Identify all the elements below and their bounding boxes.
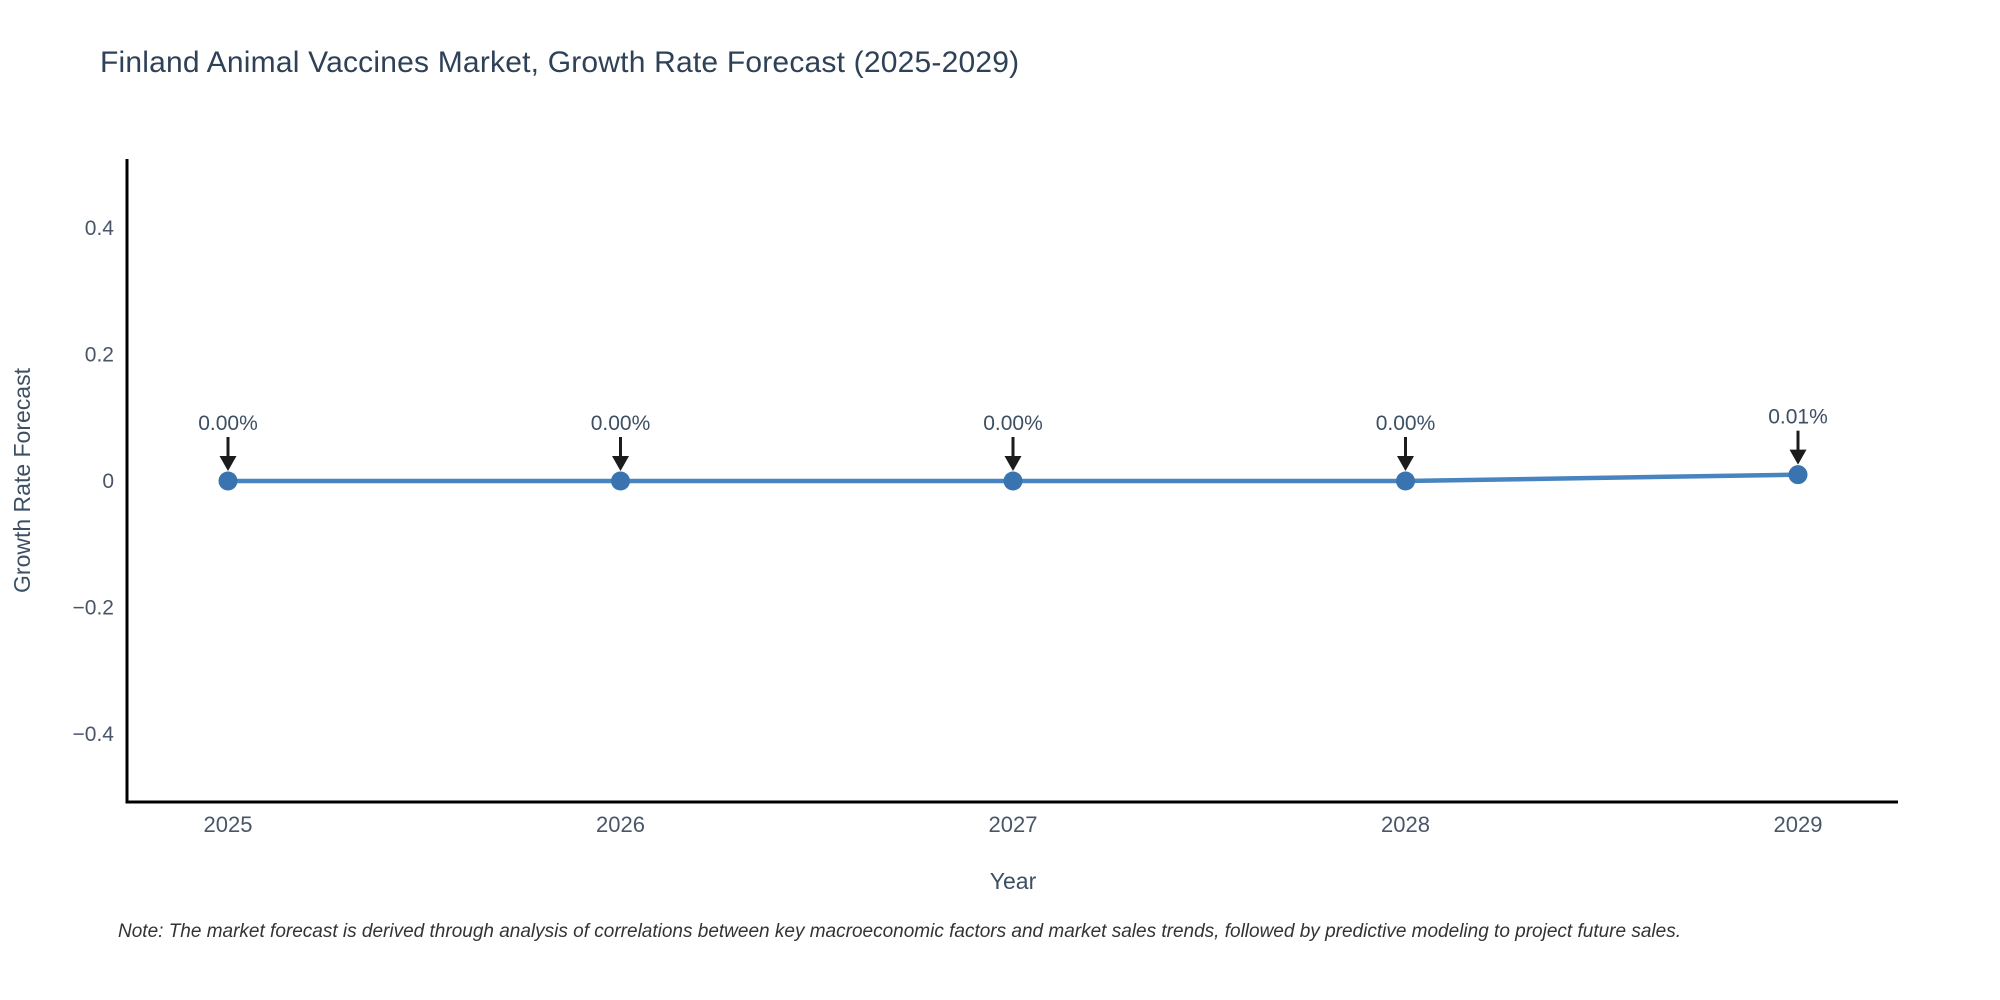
data-point-marker[interactable] xyxy=(1396,471,1415,491)
data-point-marker[interactable] xyxy=(1003,471,1023,491)
x-tick-label: 2026 xyxy=(596,812,645,837)
data-point-marker[interactable] xyxy=(611,471,630,491)
x-tick-label: 2029 xyxy=(1774,812,1823,837)
footnote: Note: The market forecast is derived thr… xyxy=(118,921,1681,942)
annotation-label: 0.00% xyxy=(198,412,258,435)
annotation-label: 0.00% xyxy=(983,412,1043,435)
y-tick-label: 0.4 xyxy=(85,217,115,240)
annotation-arrow-head xyxy=(1004,456,1022,471)
data-point-marker[interactable] xyxy=(218,471,238,491)
annotation-arrow-head xyxy=(1789,449,1807,465)
x-axis-title: Year xyxy=(990,868,1037,894)
annotation-label: 0.00% xyxy=(1376,412,1436,435)
y-tick-label: 0.2 xyxy=(85,344,114,367)
chart-title: Finland Animal Vaccines Market, Growth R… xyxy=(100,46,1020,79)
annotation-arrow-head xyxy=(1397,456,1414,471)
y-tick-label: −0.4 xyxy=(73,723,115,746)
y-tick-label: 0 xyxy=(102,470,114,493)
x-tick-label: 2027 xyxy=(989,812,1038,837)
y-axis-title: Growth Rate Forecast xyxy=(9,367,35,593)
x-tick-label: 2025 xyxy=(204,812,253,837)
annotation-label: 0.01% xyxy=(1768,406,1828,429)
annotation-label: 0.00% xyxy=(591,412,651,435)
annotation-arrow-head xyxy=(612,456,629,471)
x-tick-label: 2028 xyxy=(1381,812,1430,837)
data-point-marker[interactable] xyxy=(1788,465,1808,485)
annotation-arrow-head xyxy=(219,456,237,471)
y-tick-label: −0.2 xyxy=(73,596,114,619)
